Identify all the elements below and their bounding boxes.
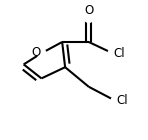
- Text: O: O: [32, 46, 41, 59]
- Circle shape: [108, 49, 117, 57]
- Text: Cl: Cl: [116, 94, 128, 107]
- Circle shape: [37, 49, 46, 57]
- Circle shape: [111, 97, 120, 105]
- Text: Cl: Cl: [113, 47, 125, 60]
- Circle shape: [84, 14, 93, 22]
- Text: O: O: [84, 4, 93, 18]
